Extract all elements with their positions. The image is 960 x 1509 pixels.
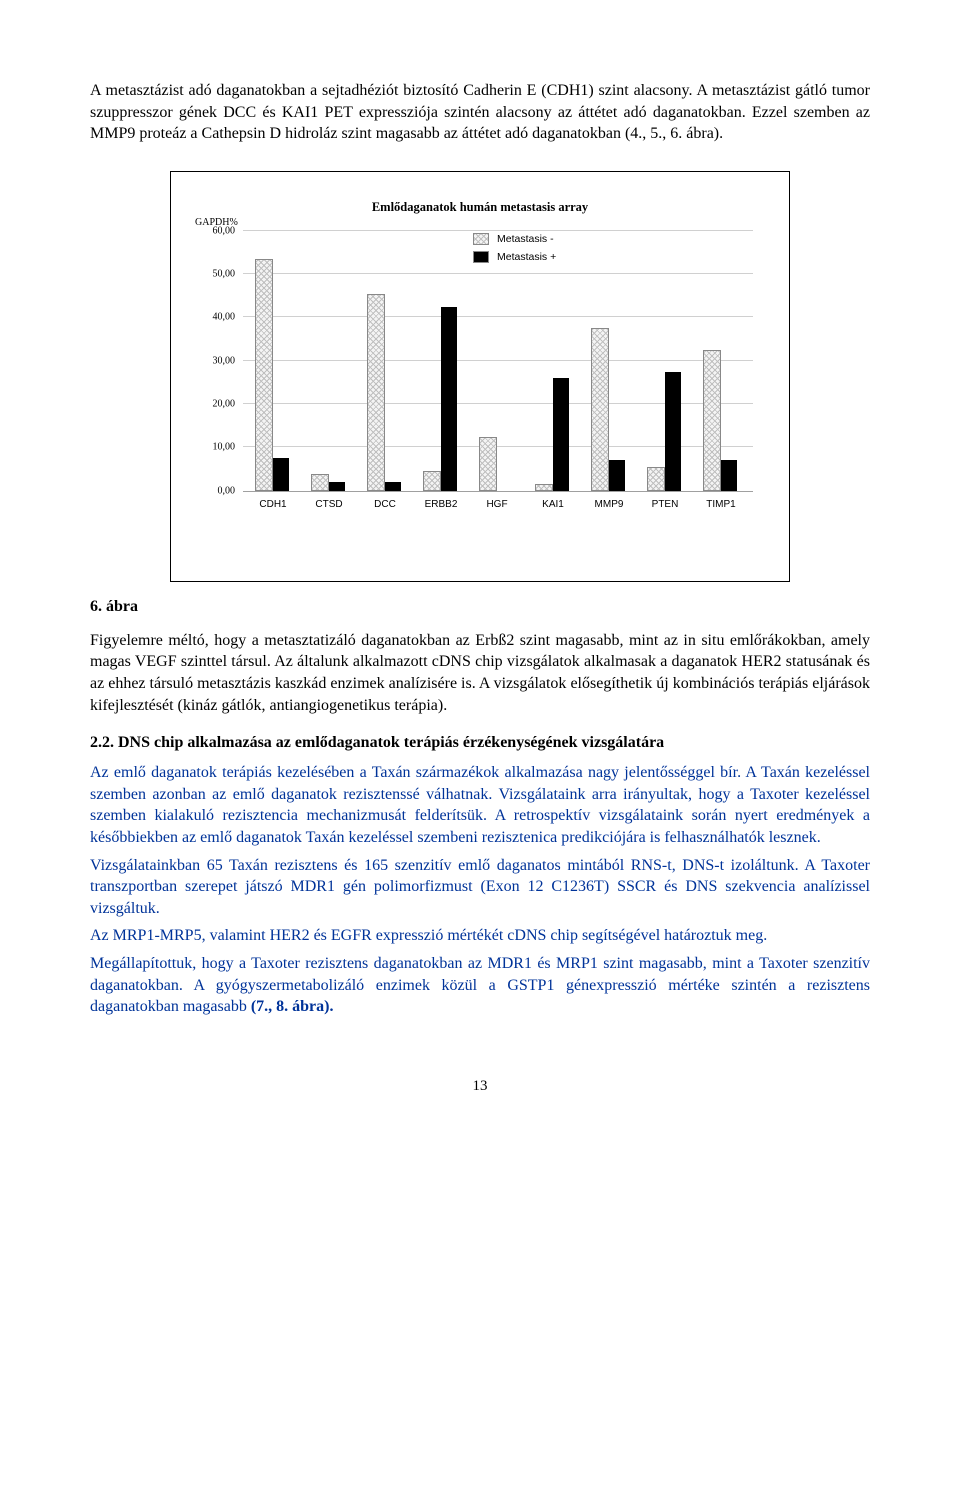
- chart-plot: [243, 231, 753, 492]
- x-tick-label: PTEN: [637, 499, 693, 510]
- y-tick-label: 30,00: [213, 355, 236, 366]
- bar-metastasis-minus: [535, 484, 553, 491]
- paragraph-blue-4: Megállapítottuk, hogy a Taxoter reziszte…: [90, 953, 870, 1018]
- chart-area: GAPDH% 0,0010,0020,0030,0040,0050,0060,0…: [243, 231, 755, 551]
- chart-frame: Emlődaganatok humán metastasis array GAP…: [170, 171, 790, 582]
- section-heading-2-2: 2.2. DNS chip alkalmazása az emlődaganat…: [90, 734, 870, 752]
- y-tick-label: 50,00: [213, 269, 236, 280]
- x-tick-label: ERBB2: [413, 499, 469, 510]
- bar-metastasis-minus: [591, 328, 609, 490]
- bar-metastasis-minus: [255, 259, 273, 491]
- x-tick-label: DCC: [357, 499, 413, 510]
- y-tick-label: 10,00: [213, 442, 236, 453]
- legend-label-minus: Metastasis -: [497, 233, 554, 245]
- bar-metastasis-minus: [703, 350, 721, 491]
- legend-label-plus: Metastasis +: [497, 251, 556, 263]
- bar-metastasis-minus: [367, 294, 385, 491]
- bar-metastasis-minus: [479, 437, 497, 491]
- chart-title: Emlődaganatok humán metastasis array: [205, 200, 755, 215]
- paragraph-blue-1: Az emlő daganatok terápiás kezelésében a…: [90, 762, 870, 848]
- chart-gridline: [243, 230, 753, 231]
- legend-item-metastasis-plus: Metastasis +: [473, 251, 556, 263]
- legend-swatch-minus-icon: [473, 233, 489, 245]
- x-tick-label: TIMP1: [693, 499, 749, 510]
- bar-metastasis-minus: [647, 467, 665, 491]
- figure-caption: 6. ábra: [90, 598, 870, 616]
- bar-metastasis-minus: [311, 474, 329, 491]
- x-tick-label: CTSD: [301, 499, 357, 510]
- y-tick-label: 0,00: [218, 485, 236, 496]
- x-tick-label: CDH1: [245, 499, 301, 510]
- y-axis-ticks: 0,0010,0020,0030,0040,0050,0060,00: [205, 231, 239, 491]
- bar-metastasis-plus: [385, 482, 401, 491]
- bar-metastasis-plus: [273, 458, 289, 491]
- page-number: 13: [90, 1078, 870, 1095]
- paragraph-intro: A metasztázist adó daganatokban a sejtad…: [90, 80, 870, 145]
- paragraph-blue-4-body: Megállapítottuk, hogy a Taxoter reziszte…: [90, 955, 870, 1015]
- bar-metastasis-plus: [441, 307, 457, 491]
- chart-gridline: [243, 273, 753, 274]
- bar-metastasis-minus: [423, 471, 441, 490]
- chart-legend: Metastasis - Metastasis +: [473, 233, 556, 269]
- y-tick-label: 60,00: [213, 225, 236, 236]
- bar-metastasis-plus: [329, 482, 345, 491]
- paragraph-after-figure: Figyelemre méltó, hogy a metasztatizáló …: [90, 630, 870, 716]
- x-tick-label: KAI1: [525, 499, 581, 510]
- paragraph-blue-4-bold: (7., 8. ábra).: [251, 998, 334, 1015]
- chart-gridline: [243, 360, 753, 361]
- paragraph-blue-3: Az MRP1-MRP5, valamint HER2 és EGFR expr…: [90, 925, 870, 947]
- bar-metastasis-plus: [721, 460, 737, 490]
- x-tick-label: MMP9: [581, 499, 637, 510]
- bar-metastasis-plus: [553, 378, 569, 491]
- paragraph-blue-2: Vizsgálatainkban 65 Taxán rezisztens és …: [90, 855, 870, 920]
- bar-metastasis-plus: [665, 372, 681, 491]
- x-tick-label: HGF: [469, 499, 525, 510]
- bar-metastasis-plus: [609, 460, 625, 490]
- legend-swatch-plus-icon: [473, 251, 489, 263]
- legend-item-metastasis-minus: Metastasis -: [473, 233, 556, 245]
- y-tick-label: 20,00: [213, 399, 236, 410]
- y-tick-label: 40,00: [213, 312, 236, 323]
- chart-gridline: [243, 316, 753, 317]
